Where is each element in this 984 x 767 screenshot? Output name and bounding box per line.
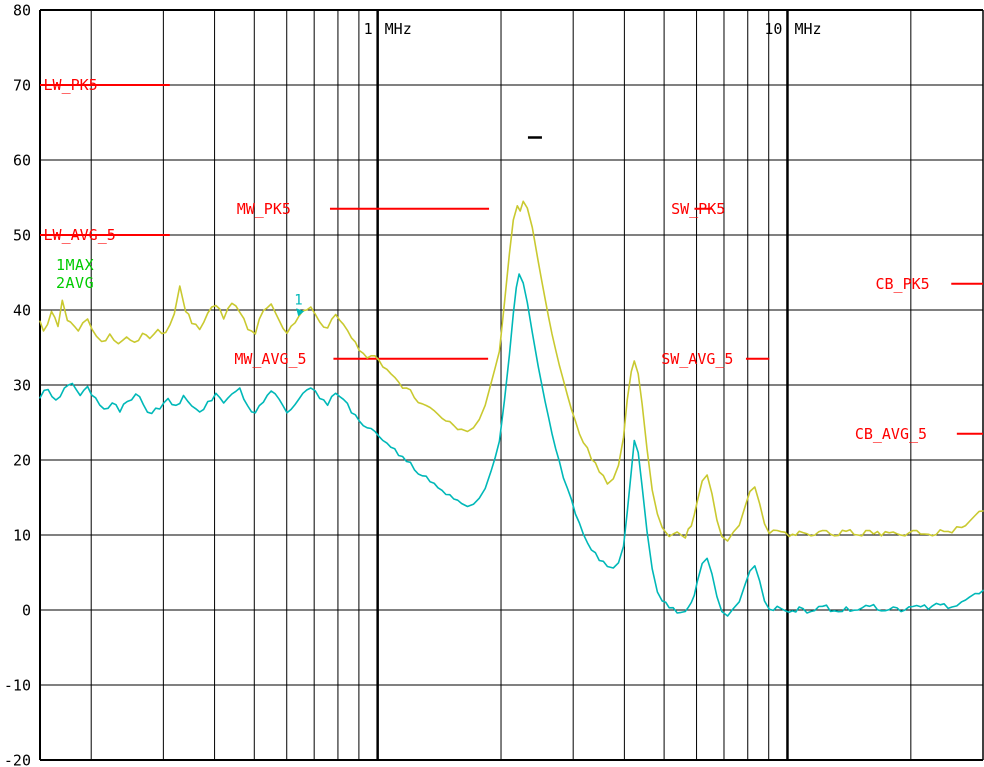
limit-label-lw_pk5: LW_PK5 (44, 76, 98, 94)
x-tick-unit: MHz (794, 20, 821, 38)
markers: 1 (294, 136, 542, 317)
trace-legend: 1MAX 2AVG (56, 256, 94, 292)
x-tick-number: 10 (764, 20, 782, 38)
y-tick-label: -10 (4, 677, 31, 695)
limit-label-sw_pk5: SW_PK5 (671, 200, 725, 218)
marker-label-1: 1 (294, 292, 302, 308)
legend-entry-2avg: 2AVG (56, 274, 95, 292)
limit-label-cb_pk5: CB_PK5 (876, 275, 930, 293)
limit-label-lw_avg_5: LW_AVG_5 (44, 226, 116, 244)
y-tick-label: -20 (4, 752, 31, 767)
x-axis-labels: 1 MHz 10 MHz (364, 20, 822, 38)
limit-labels: LW_PK5 LW_AVG_5 MW_PK5 MW_AVG_5 SW_PK5 SW_AVG… (44, 76, 930, 443)
trace-2avg (39, 273, 984, 617)
marker-symbol (296, 308, 305, 317)
y-tick-label: 50 (13, 227, 31, 245)
y-tick-label: 70 (13, 77, 31, 95)
limit-lines (40, 84, 983, 435)
y-axis-labels: 80 70 60 50 40 30 20 10 0 -10 -20 (4, 2, 31, 767)
y-tick-label: 0 (22, 602, 31, 620)
y-tick-label: 20 (13, 452, 31, 470)
limit-label-mw_pk5: MW_PK5 (237, 200, 291, 218)
limit-label-sw_avg_5: SW_AVG_5 (661, 350, 733, 368)
legend-entry-1max: 1MAX (56, 256, 95, 274)
limit-label-cb_avg_5: CB_AVG_5 (855, 425, 927, 443)
x-tick-unit: MHz (385, 20, 412, 38)
y-tick-label: 10 (13, 527, 31, 545)
y-tick-label: 30 (13, 377, 31, 395)
grid (39, 9, 984, 761)
x-tick-number: 1 (364, 20, 373, 38)
y-tick-label: 80 (13, 2, 31, 20)
limit-label-mw_avg_5: MW_AVG_5 (234, 350, 306, 368)
trace-1max (39, 200, 984, 542)
y-tick-label: 60 (13, 152, 31, 170)
y-tick-label: 40 (13, 302, 31, 320)
